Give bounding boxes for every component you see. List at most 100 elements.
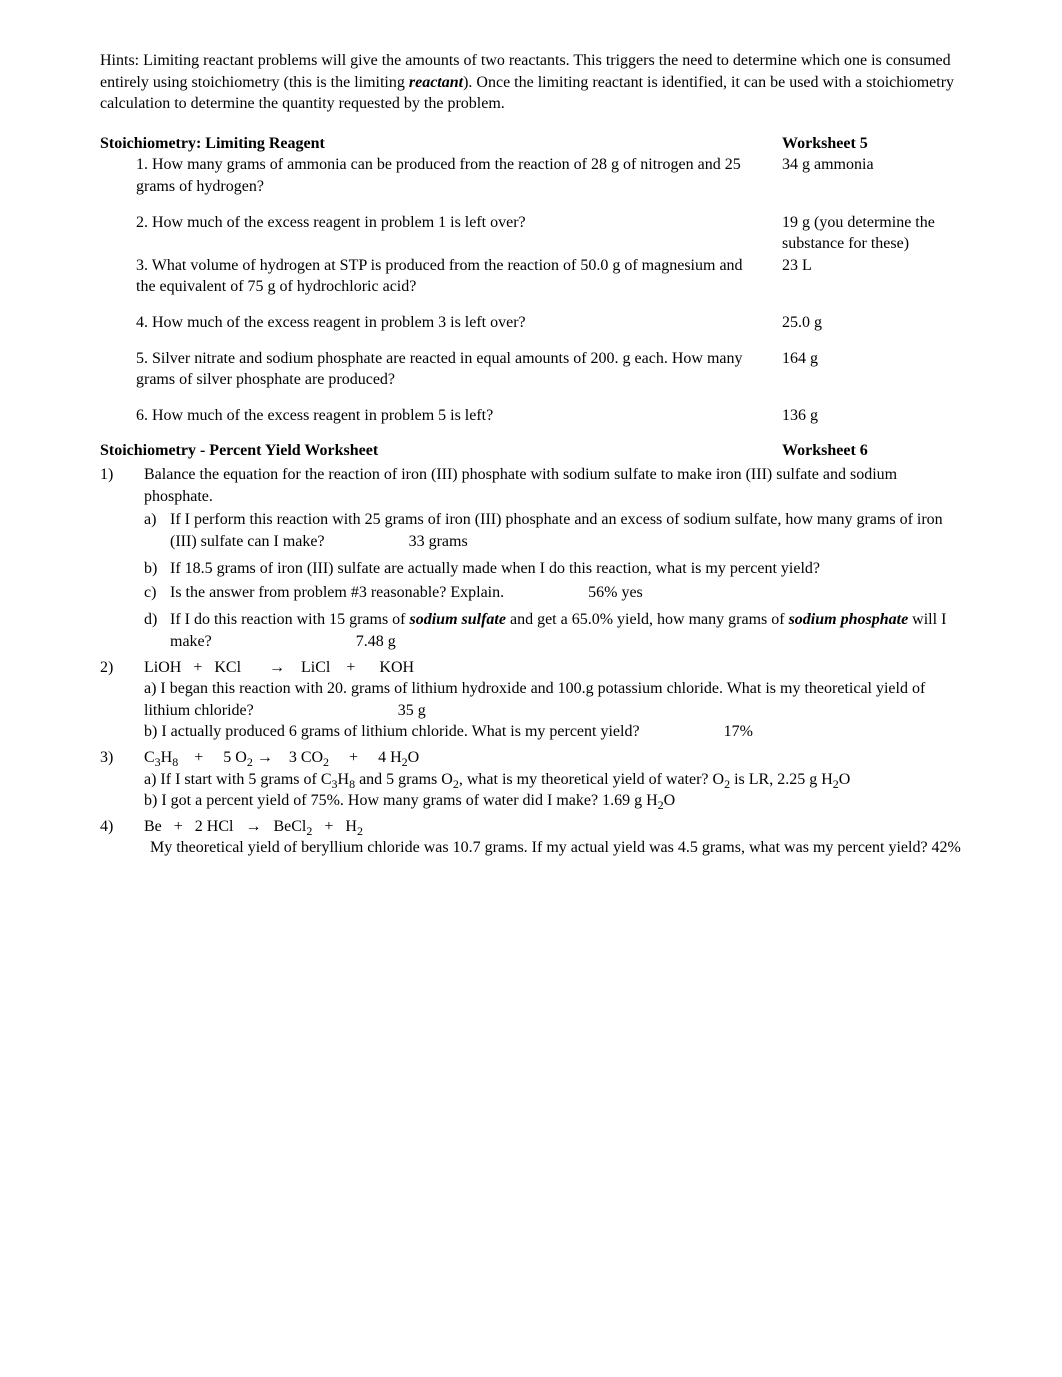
t: H (338, 771, 350, 788)
q1b-text: If 18.5 grams of iron (III) sulfate are … (170, 558, 962, 580)
ws5-a: 25.0 g (782, 312, 962, 334)
ws5-item: 3. What volume of hydrogen at STP is pro… (100, 255, 962, 298)
ws6-title-left: Stoichiometry - Percent Yield Worksheet (100, 440, 378, 462)
q-text: How many grams of ammonia can be produce… (136, 156, 741, 195)
q1a: a) If I perform this reaction with 25 gr… (144, 509, 962, 552)
q1d-ans: 7.48 g (356, 631, 396, 653)
q1c-text: Is the answer from problem #3 reasonable… (170, 584, 504, 601)
q2b-text: b) I actually produced 6 grams of lithiu… (144, 723, 640, 740)
ws5-item: 1. How many grams of ammonia can be prod… (100, 154, 962, 197)
ws5-q: 5. Silver nitrate and sodium phosphate a… (100, 348, 782, 391)
ws6-title-row: Stoichiometry - Percent Yield Worksheet … (100, 440, 962, 462)
q1a-letter: a) (144, 509, 170, 552)
q4-eq: Be + 2 HCl → BeCl2 + H2 (144, 816, 962, 838)
q3b: b) I got a percent yield of 75%. How man… (144, 790, 962, 812)
q-num: 2. (136, 212, 148, 234)
ws6-title-right: Worksheet 6 (782, 440, 962, 462)
q-text: Silver nitrate and sodium phosphate are … (136, 350, 743, 389)
q1-num: 1) (100, 464, 144, 653)
t: → 3 CO (253, 749, 323, 766)
q1a-text: If I perform this reaction with 25 grams… (170, 511, 943, 550)
q2a-text: a) I began this reaction with 20. grams … (144, 680, 925, 719)
q1d-mid: and get a 65.0% yield, how many grams of (506, 611, 789, 628)
t: b) I got a percent yield of 75%. How man… (144, 792, 658, 809)
ws5-q: 4. How much of the excess reagent in pro… (100, 312, 782, 334)
t: + H (312, 818, 357, 835)
q1d: d) If I do this reaction with 15 grams o… (144, 609, 962, 652)
q3-eq: C3H8 + 5 O2 → 3 CO2 + 4 H2O (144, 747, 962, 769)
ws5-a: 136 g (782, 405, 962, 427)
q1d-body: If I do this reaction with 15 grams of s… (170, 609, 962, 652)
q-num: 1. (136, 154, 148, 176)
t: , what is my theoretical yield of water?… (459, 771, 724, 788)
q1c-letter: c) (144, 582, 170, 604)
ws5-a: 19 g (you determine the substance for th… (782, 212, 962, 255)
ws5-item: 4. How much of the excess reagent in pro… (100, 312, 962, 334)
ws5-q: 6. How much of the excess reagent in pro… (100, 405, 782, 427)
ws5-item: 5. Silver nitrate and sodium phosphate a… (100, 348, 962, 391)
t: O (408, 749, 420, 766)
t: and 5 grams O (355, 771, 453, 788)
q2-eq: LiOH + KCl → LiCl + KOH (144, 657, 962, 679)
ws5-a: 23 L (782, 255, 962, 298)
q1-body: Balance the equation for the reaction of… (144, 464, 962, 653)
q1d-e1: sodium sulfate (410, 611, 506, 628)
q1a-ans: 33 grams (409, 531, 468, 553)
q4-body-text: My theoretical yield of beryllium chlori… (144, 837, 962, 859)
q-num: 4. (136, 312, 148, 334)
q1d-e2: sodium phosphate (789, 611, 909, 628)
q4-body: Be + 2 HCl → BeCl2 + H2 My theoretical y… (144, 816, 962, 859)
q-num: 3. (136, 255, 148, 277)
q4-num: 4) (100, 816, 144, 859)
ws5-q: 3. What volume of hydrogen at STP is pro… (100, 255, 782, 298)
ws5-item: 6. How much of the excess reagent in pro… (100, 405, 962, 427)
t: + 4 H (329, 749, 402, 766)
ws5-a: 164 g (782, 348, 962, 391)
q1b: b) If 18.5 grams of iron (III) sulfate a… (144, 558, 962, 580)
q1-intro: Balance the equation for the reaction of… (144, 464, 962, 507)
q1d-pre: If I do this reaction with 15 grams of (170, 611, 410, 628)
q2a-ans: 35 g (398, 700, 426, 722)
q3-num: 3) (100, 747, 144, 812)
t: is LR, 2.25 g H (730, 771, 833, 788)
q-num: 5. (136, 348, 148, 370)
q-text: How much of the excess reagent in proble… (152, 214, 526, 231)
q1d-letter: d) (144, 609, 170, 652)
ws5-title-right: Worksheet 5 (782, 133, 962, 155)
q-text: How much of the excess reagent in proble… (152, 314, 526, 331)
ws5-title-row: Stoichiometry: Limiting Reagent Workshee… (100, 133, 962, 155)
q2b: b) I actually produced 6 grams of lithiu… (144, 721, 962, 743)
ws5-q: 2. How much of the excess reagent in pro… (100, 212, 782, 255)
q2b-ans: 17% (724, 721, 753, 743)
q-text: What volume of hydrogen at STP is produc… (136, 257, 743, 296)
q1a-body: If I perform this reaction with 25 grams… (170, 509, 962, 552)
t: O (664, 792, 676, 809)
q2a: a) I began this reaction with 20. grams … (144, 678, 962, 721)
t: Be + 2 HCl → BeCl (144, 818, 306, 835)
q1c-ans: 56% yes (588, 582, 643, 604)
ws5-title-left: Stoichiometry: Limiting Reagent (100, 133, 325, 155)
ws5-item: 2. How much of the excess reagent in pro… (100, 212, 962, 255)
q3-block: 3) C3H8 + 5 O2 → 3 CO2 + 4 H2O a) If I s… (100, 747, 962, 812)
ws5-a: 34 g ammonia (782, 154, 962, 197)
q4-block: 4) Be + 2 HCl → BeCl2 + H2 My theoretica… (100, 816, 962, 859)
q2-block: 2) LiOH + KCl → LiCl + KOH a) I began th… (100, 657, 962, 743)
ws5-q: 1. How many grams of ammonia can be prod… (100, 154, 782, 197)
q1b-letter: b) (144, 558, 170, 580)
q3a: a) If I start with 5 grams of C3H8 and 5… (144, 769, 962, 791)
q1c: c) Is the answer from problem #3 reasona… (144, 582, 962, 604)
hints-reactant: reactant (409, 74, 463, 91)
q-text: How much of the excess reagent in proble… (152, 407, 493, 424)
t: a) If I start with 5 grams of C (144, 771, 332, 788)
q1c-body: Is the answer from problem #3 reasonable… (170, 582, 962, 604)
q-num: 6. (136, 405, 148, 427)
q1-block: 1) Balance the equation for the reaction… (100, 464, 962, 653)
t: O (839, 771, 851, 788)
q2-body: LiOH + KCl → LiCl + KOH a) I began this … (144, 657, 962, 743)
q3-body: C3H8 + 5 O2 → 3 CO2 + 4 H2O a) If I star… (144, 747, 962, 812)
t: C (144, 749, 155, 766)
hints-paragraph: Hints: Limiting reactant problems will g… (100, 50, 962, 115)
q2-num: 2) (100, 657, 144, 743)
t: H (161, 749, 173, 766)
t: + 5 O (178, 749, 247, 766)
